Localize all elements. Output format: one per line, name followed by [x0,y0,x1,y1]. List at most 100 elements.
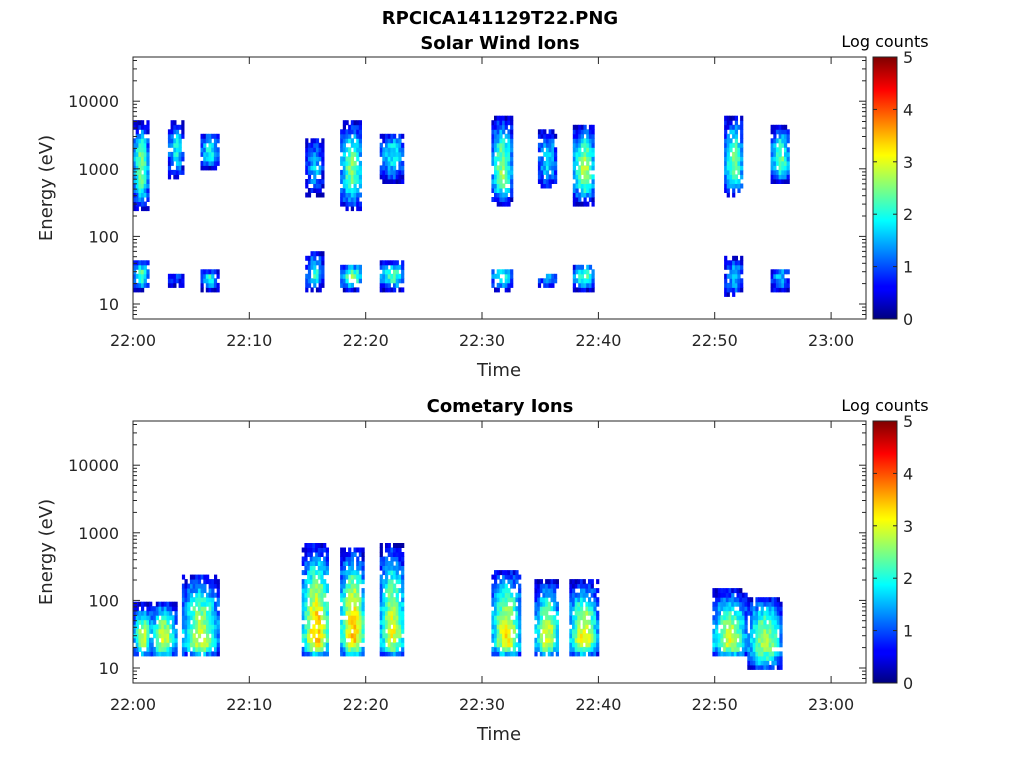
spectrogram-cell [181,592,186,598]
spectrogram-cell [545,133,550,139]
spectrogram-cell [739,651,743,657]
spectrogram-cell [312,588,316,594]
spectrogram-cell [345,169,349,175]
spectrogram-cell [507,160,511,166]
spectrogram-cell [203,597,207,603]
colorbar-tick-label: 0 [903,310,913,329]
spectrogram-cell [348,619,352,625]
spectrogram-cell [382,615,386,621]
spectrogram-cell [214,624,218,630]
spectrogram-cell [393,597,397,603]
spectrogram-cell [750,637,754,643]
spectrogram-cell [146,169,150,175]
spectrogram-cell [732,179,736,184]
spectrogram-cell [214,583,218,589]
spectrogram-cell [545,628,549,634]
spectrogram-cell [379,260,383,266]
spectrogram-cell [342,610,346,616]
spectrogram-cell [345,570,349,576]
spectrogram-cell [382,637,386,643]
spectrogram-cell [737,273,741,279]
spectrogram-cell [537,597,541,603]
spectrogram-cell [502,637,506,643]
spectrogram-cell [320,583,324,589]
spectrogram-cell [325,624,329,630]
spectrogram-cell [350,174,354,180]
spectrogram-cell [590,651,594,657]
spectrogram-cell [178,151,182,157]
spectrogram-cell [539,619,543,625]
spectrogram-cell [150,606,154,612]
spectrogram-cell [348,592,352,598]
spectrogram-cell [580,637,584,643]
spectrogram-cell [342,188,346,193]
spectrogram-cell [504,188,508,193]
spectrogram-cell [507,129,511,135]
spectrogram-cell [507,606,511,612]
spectrogram-cell [778,282,782,288]
spectrogram-cell [547,633,551,639]
spectrogram-cell [321,273,325,279]
spectrogram-cell [315,547,319,553]
spectrogram-cell [591,188,595,193]
spectrogram-cell [379,165,383,171]
spectrogram-cell [325,619,329,625]
spectrogram-cell [776,637,780,643]
spectrogram-cell [733,588,737,594]
spectrogram-cell [197,628,202,634]
spectrogram-cell [382,169,386,175]
spectrogram-cell [726,138,730,144]
spectrogram-cell [580,606,584,612]
spectrogram-cell [318,278,322,284]
spectrogram-cell [773,156,777,162]
spectrogram-cell [572,264,576,270]
spectrogram-cell [728,597,732,603]
spectrogram-cell [304,606,308,612]
spectrogram-cell [390,179,394,184]
spectrogram-cell [744,592,748,598]
spectrogram-cell [305,264,309,270]
spectrogram-cell [724,160,728,166]
spectrogram-cell [353,160,357,166]
spectrogram-cell [593,651,597,657]
spectrogram-cell [348,174,352,180]
spectrogram-cell [494,637,498,643]
spectrogram-cell [385,260,389,266]
spectrogram-cell [496,282,500,288]
spectrogram-cell [393,133,397,139]
spectrogram-cell [169,615,173,621]
spectrogram-cell [577,642,581,648]
spectrogram-cell [320,552,324,557]
spectrogram-cell [547,615,551,621]
spectrogram-cell [304,651,308,657]
spectrogram-cell [309,606,313,612]
spectrogram-cell [390,151,394,157]
spectrogram-cell [550,637,554,643]
spectrogram-cell [155,628,159,634]
spectrogram-cell [348,646,352,652]
spectrogram-cell [208,637,212,643]
spectrogram-cell [588,642,592,648]
spectrogram-cell [739,588,743,594]
spectrogram-cell [143,624,147,630]
spectrogram-cell [146,129,150,135]
spectrogram-cell [171,619,176,625]
spectrogram-cell [385,624,389,630]
spectrogram-cell [146,142,150,148]
spectrogram-cell [340,619,344,625]
spectrogram-cell [395,543,399,548]
spectrogram-cell [385,597,389,603]
spectrogram-cell [590,601,594,607]
spectrogram-cell [174,637,178,643]
spectrogram-cell [491,174,495,180]
spectrogram-cell [591,278,595,284]
spectrogram-cell [353,552,357,557]
spectrogram-cell [736,615,740,621]
spectrogram-cell [537,133,542,139]
spectrogram-cell [315,192,320,198]
spectrogram-cell [555,583,559,589]
spectrogram-cell [216,597,220,603]
spectrogram-cell [496,129,500,135]
spectrogram-cell [181,574,186,580]
spectrogram-cell [580,188,584,193]
